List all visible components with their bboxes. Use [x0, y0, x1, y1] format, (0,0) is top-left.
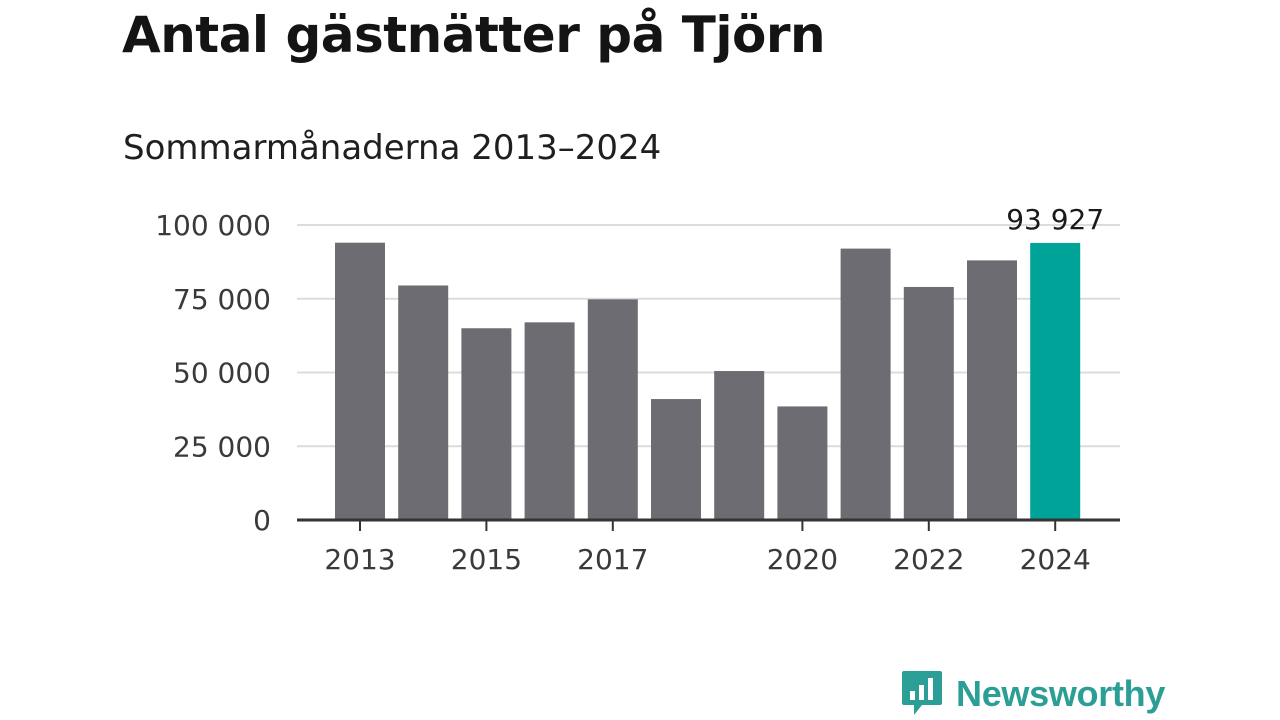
bar-2018 [651, 399, 701, 520]
bar-2019 [714, 371, 765, 520]
chart-title: Antal gästnätter på Tjörn [122, 6, 826, 64]
bar-2014 [398, 285, 449, 520]
x-tick-label: 2013 [324, 543, 395, 576]
y-tick-label: 75 000 [173, 283, 271, 316]
bar-2016 [524, 322, 575, 520]
y-tick-label: 100 000 [155, 209, 271, 242]
x-tick-label: 2022 [893, 543, 964, 576]
brand-name: Newsworthy [956, 673, 1166, 714]
x-tick-label: 2024 [1020, 543, 1091, 576]
bar-2022 [903, 286, 954, 520]
bar-2020 [777, 406, 828, 520]
bar-2023 [967, 260, 1017, 520]
chart-speech-bubble-icon [902, 671, 942, 715]
y-tick-label: 25 000 [173, 430, 271, 463]
chart-subtitle: Sommarmånaderna 2013–2024 [123, 128, 662, 168]
x-tick-label: 2017 [577, 543, 648, 576]
newsworthy-logo: Newsworthy [900, 668, 1165, 720]
bar-2013 [335, 242, 385, 520]
y-tick-label: 0 [253, 504, 271, 537]
data-label-2024: 93 927 [1006, 203, 1104, 236]
bar-2015 [461, 328, 512, 520]
y-tick-label: 50 000 [173, 357, 271, 390]
bar-2024 [1030, 242, 1081, 520]
x-tick-label: 2015 [451, 543, 522, 576]
bar-2017 [587, 299, 638, 520]
x-tick-label: 2020 [767, 543, 838, 576]
bar-2021 [840, 248, 891, 520]
